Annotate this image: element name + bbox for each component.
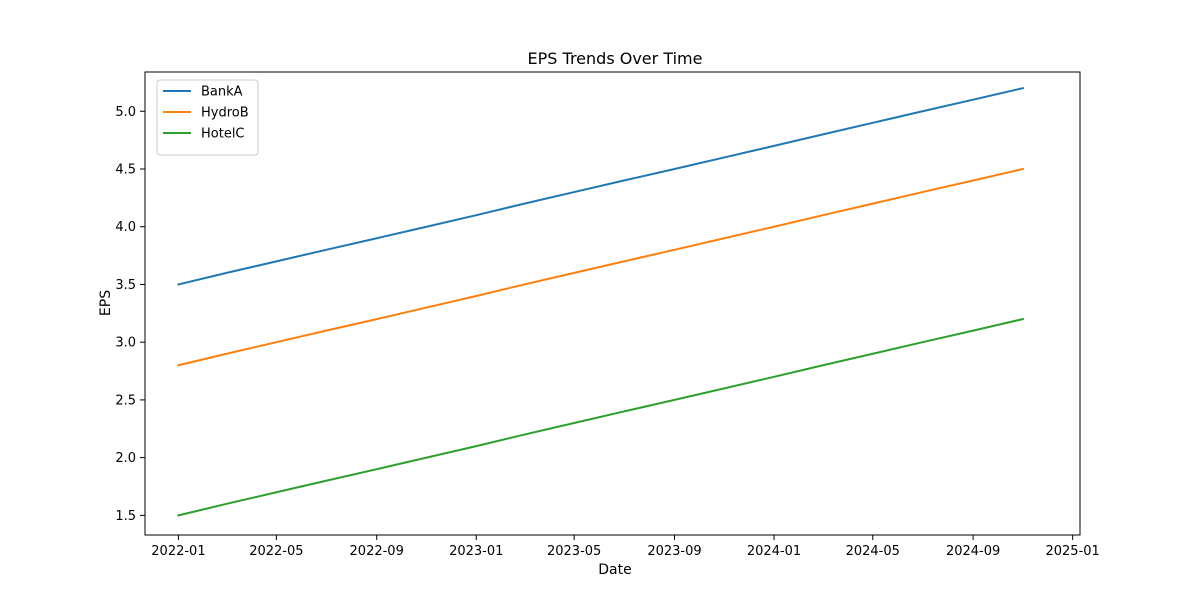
y-tick-label: 4.0 — [115, 220, 136, 235]
plot-frame — [144, 71, 1081, 536]
y-tick-label: 3.5 — [115, 278, 136, 293]
legend-label-hydrob: HydroB — [201, 106, 249, 121]
y-axis: 1.5 2.0 2.5 3.0 3.5 4.0 4.5 5.0 — [115, 105, 145, 524]
y-tick-label: 4.5 — [115, 162, 136, 177]
x-tick-label: 2022-01 — [151, 544, 205, 559]
x-tick-label: 2022-09 — [350, 544, 404, 559]
chart-title: EPS Trends Over Time — [528, 49, 703, 68]
x-tick-label: 2024-01 — [747, 544, 801, 559]
plot-area — [144, 71, 1081, 536]
x-tick-label: 2025-01 — [1045, 544, 1099, 559]
y-tick-label: 2.0 — [115, 451, 136, 466]
series-line-hydrob — [177, 167, 1025, 367]
x-tick-label: 2023-01 — [449, 544, 503, 559]
legend-label-banka: BankA — [201, 85, 243, 100]
series-line-banka — [177, 86, 1025, 286]
y-tick-label: 2.5 — [115, 393, 136, 408]
x-tick-label: 2024-05 — [846, 544, 900, 559]
y-tick-label: 5.0 — [115, 105, 136, 120]
x-tick-label: 2024-09 — [946, 544, 1000, 559]
legend-box — [156, 79, 259, 156]
x-axis-label: Date — [598, 562, 631, 578]
x-tick-label: 2022-05 — [249, 544, 303, 559]
x-tick-label: 2023-09 — [647, 544, 701, 559]
y-axis-label: EPS — [98, 290, 114, 316]
x-axis: 2022-01 2022-05 2022-09 2023-01 2023-05 2023-… — [151, 535, 1100, 559]
y-tick-label: 1.5 — [115, 509, 136, 524]
y-tick-label: 3.0 — [115, 336, 136, 351]
legend-label-hotelc: HotelC — [201, 127, 245, 142]
series-line-hotelc — [177, 317, 1025, 517]
x-tick-label: 2023-05 — [547, 544, 601, 559]
legend: BankA HydroB HotelC — [156, 79, 259, 156]
